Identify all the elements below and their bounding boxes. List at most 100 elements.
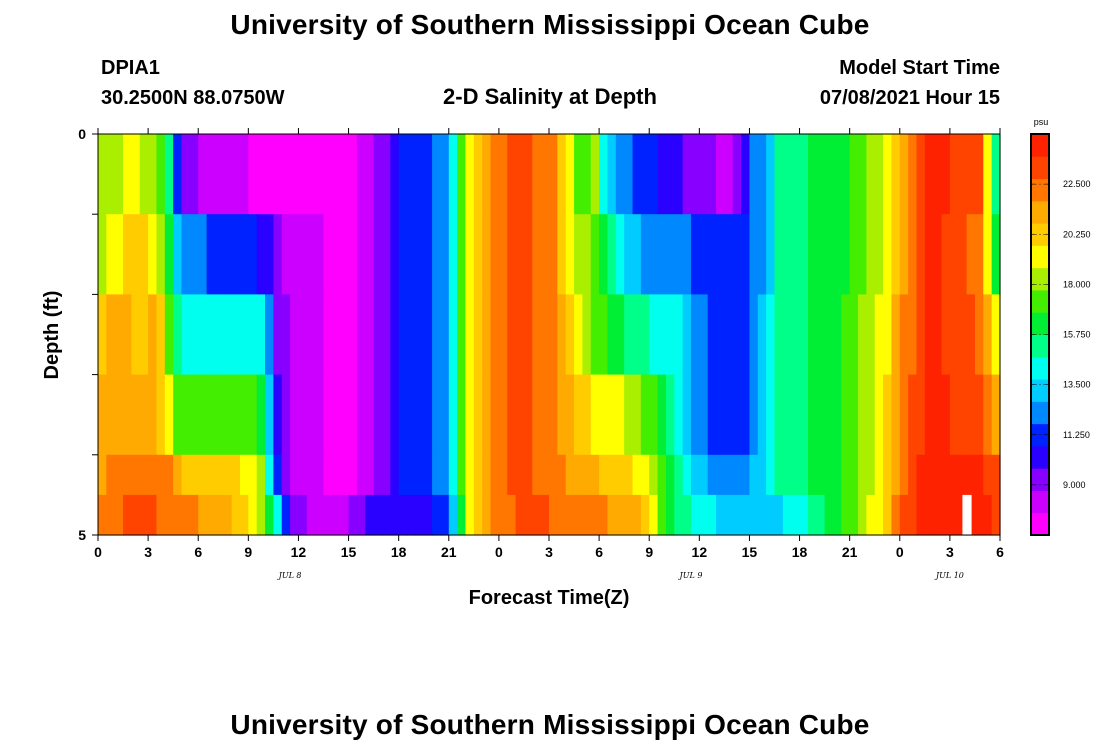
- heatmap-cell: [482, 214, 492, 295]
- heatmap-cell: [632, 214, 642, 295]
- heatmap-cell: [866, 134, 876, 215]
- heatmap-cell: [457, 454, 467, 496]
- heatmap-cell: [757, 374, 767, 456]
- heatmap-cell: [265, 294, 274, 376]
- model-start-label: Model Start Time: [839, 57, 1000, 79]
- heatmap-cell: [874, 294, 884, 376]
- heatmap-cell: [841, 494, 851, 536]
- heatmap-cell: [448, 454, 458, 496]
- colorbar-swatch: [1031, 379, 1049, 402]
- heatmap-cell: [423, 134, 433, 215]
- heatmap-cell: [532, 134, 542, 215]
- heatmap-cell: [665, 494, 675, 536]
- heatmap-cell: [164, 294, 174, 376]
- heatmap-cell: [198, 374, 208, 456]
- heatmap-cell: [665, 454, 675, 496]
- heatmap-cell: [849, 494, 859, 536]
- heatmap-cell: [615, 134, 625, 215]
- heatmap-cell: [858, 374, 867, 456]
- heatmap-cell: [891, 374, 901, 456]
- heatmap-cell: [841, 454, 851, 496]
- heatmap-cell: [924, 214, 934, 295]
- heatmap-cell: [916, 214, 926, 295]
- heatmap-cell: [782, 494, 792, 536]
- heatmap-cell: [766, 134, 776, 215]
- colorbar-swatch: [1031, 334, 1049, 358]
- heatmap-cell: [256, 374, 266, 456]
- colorbar-tick-label: 9.000: [1063, 480, 1086, 490]
- heatmap-cell: [707, 214, 717, 295]
- heatmap-cell: [356, 214, 366, 295]
- heatmap-cell: [615, 294, 625, 376]
- heatmap-cell: [306, 294, 316, 376]
- heatmap-cell: [323, 134, 333, 215]
- heatmap-cell: [599, 454, 609, 496]
- heatmap-cell: [507, 214, 517, 295]
- heatmap-cell: [741, 374, 751, 456]
- heatmap-cell: [874, 494, 884, 536]
- heatmap-cell: [716, 454, 725, 496]
- heatmap-cell: [306, 494, 316, 536]
- heatmap-cell: [874, 214, 884, 295]
- heatmap-cell: [223, 214, 233, 295]
- colorbar-swatch: [1031, 289, 1049, 313]
- heatmap-cell: [148, 134, 158, 215]
- heatmap-cell: [782, 134, 792, 215]
- heatmap-cell: [832, 454, 842, 496]
- heatmap-cell: [164, 454, 174, 496]
- heatmap-cell: [966, 294, 976, 376]
- station-coordinates: 30.2500N 88.0750W: [101, 87, 285, 109]
- heatmap-cell: [607, 214, 617, 295]
- heatmap-cell: [724, 374, 734, 456]
- heatmap-cell: [407, 134, 416, 215]
- heatmap-cell: [649, 454, 659, 496]
- heatmap-cell: [649, 494, 659, 536]
- colorbar-tick-label: 20.250: [1063, 229, 1091, 239]
- heatmap-cell: [189, 454, 199, 496]
- heatmap-cell: [883, 134, 893, 215]
- heatmap-cell: [991, 294, 1001, 376]
- heatmap-cell: [899, 494, 909, 536]
- heatmap-cell: [565, 494, 575, 536]
- heatmap-cell: [198, 494, 208, 536]
- heatmap-cell: [106, 494, 116, 536]
- heatmap-cell: [231, 294, 241, 376]
- heatmap-cell: [515, 214, 525, 295]
- heatmap-cell: [340, 494, 350, 536]
- colorbar-swatch: [1031, 423, 1049, 447]
- heatmap-cell: [674, 494, 684, 536]
- heatmap-cell: [949, 294, 959, 376]
- heatmap-cell: [983, 374, 993, 456]
- heatmap-cell: [390, 134, 400, 215]
- heatmap-cell: [615, 454, 625, 496]
- heatmap-cell: [741, 454, 751, 496]
- colorbar-tick-label: 15.750: [1063, 330, 1091, 340]
- heatmap-cell: [724, 454, 734, 496]
- heatmap-cell: [365, 134, 375, 215]
- heatmap-cell: [640, 294, 650, 376]
- heatmap-cell: [256, 454, 266, 496]
- heatmap-cell: [523, 134, 533, 215]
- heatmap-cell: [298, 494, 308, 536]
- heatmap-cell: [340, 454, 350, 496]
- heatmap-cell: [599, 294, 609, 376]
- heatmap-cell: [340, 374, 350, 456]
- heatmap-cell: [523, 454, 533, 496]
- heatmap-cell: [724, 494, 734, 536]
- heatmap-cell: [206, 494, 216, 536]
- x-axis-label: Forecast Time(Z): [469, 587, 630, 609]
- heatmap-cell: [315, 374, 325, 456]
- heatmap-cell: [540, 454, 550, 496]
- heatmap-cell: [841, 214, 851, 295]
- heatmap-cell: [749, 134, 759, 215]
- heatmap-cell: [540, 214, 550, 295]
- heatmap-cell: [782, 214, 792, 295]
- heatmap-cell: [949, 214, 959, 295]
- heatmap-cell: [281, 454, 291, 496]
- heatmap-cell: [323, 294, 333, 376]
- heatmap-cell: [131, 294, 141, 376]
- heatmap-cell: [883, 374, 893, 456]
- heatmap-cell: [807, 214, 817, 295]
- heatmap-cell: [381, 374, 391, 456]
